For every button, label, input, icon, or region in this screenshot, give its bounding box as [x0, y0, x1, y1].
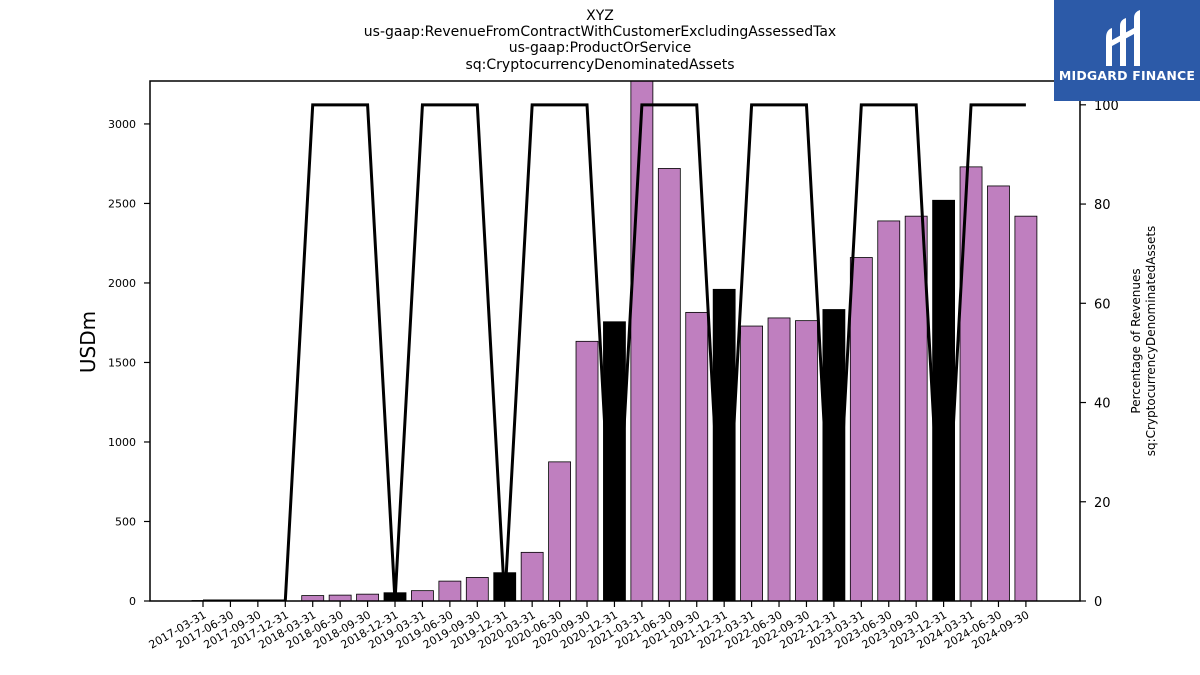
midgard-logo-icon [1106, 10, 1140, 66]
y-tick-label: 1000 [108, 436, 136, 449]
bar [465, 577, 489, 601]
bar [959, 166, 983, 601]
percent-line [203, 103, 1026, 601]
bar [740, 325, 763, 601]
logo-text: MIDGARD FINANCE [1058, 68, 1196, 83]
bar [328, 594, 352, 601]
y-tick-label: 2000 [108, 277, 136, 290]
bar [438, 580, 462, 601]
bar [520, 551, 544, 601]
bar [849, 257, 873, 601]
chart-subtitle-concept: us-gaap:RevenueFromContractWithCustomerE… [363, 24, 837, 40]
y2-tick-label: 80 [1094, 198, 1111, 213]
y2-tick-label: 0 [1094, 595, 1102, 610]
bar [1014, 215, 1038, 601]
y2-tick-label: 40 [1094, 397, 1111, 412]
bar [575, 340, 599, 601]
bar [795, 320, 818, 601]
bar [685, 311, 709, 601]
y2-tick-label: 60 [1094, 297, 1111, 312]
bar [603, 321, 626, 601]
chart-title: XYZ [586, 8, 614, 24]
chart-subtitle-member: sq:CryptocurrencyDenominatedAssets [465, 57, 735, 73]
y2-tick-label: 20 [1094, 496, 1111, 511]
bar [356, 593, 379, 601]
y-axis-label: USDm [76, 311, 100, 373]
bar [767, 317, 791, 601]
midgard-finance-logo: MIDGARD FINANCE [1054, 0, 1200, 101]
bar [657, 168, 681, 601]
y-tick-label: 3000 [108, 118, 136, 131]
y-tick-label: 0 [129, 595, 136, 608]
y-tick-label: 1500 [108, 356, 136, 369]
bar [548, 461, 571, 601]
bar [877, 220, 901, 601]
bar [932, 199, 956, 601]
bar [411, 590, 434, 601]
y-tick-label: 2500 [108, 197, 136, 210]
bar [301, 595, 325, 601]
y-tick-label: 500 [115, 515, 136, 528]
y2-axis-label-line1: Percentage of Revenues [1129, 268, 1143, 413]
chart-subtitle-axis: us-gaap:ProductOrService [508, 40, 692, 56]
bar [987, 185, 1010, 601]
y2-axis-label-line2: sq:CryptocurrencyDenominatedAssets [1144, 226, 1158, 457]
y2-tick-label: 100 [1094, 99, 1119, 114]
bar [904, 215, 928, 601]
plot-area [191, 81, 1038, 601]
